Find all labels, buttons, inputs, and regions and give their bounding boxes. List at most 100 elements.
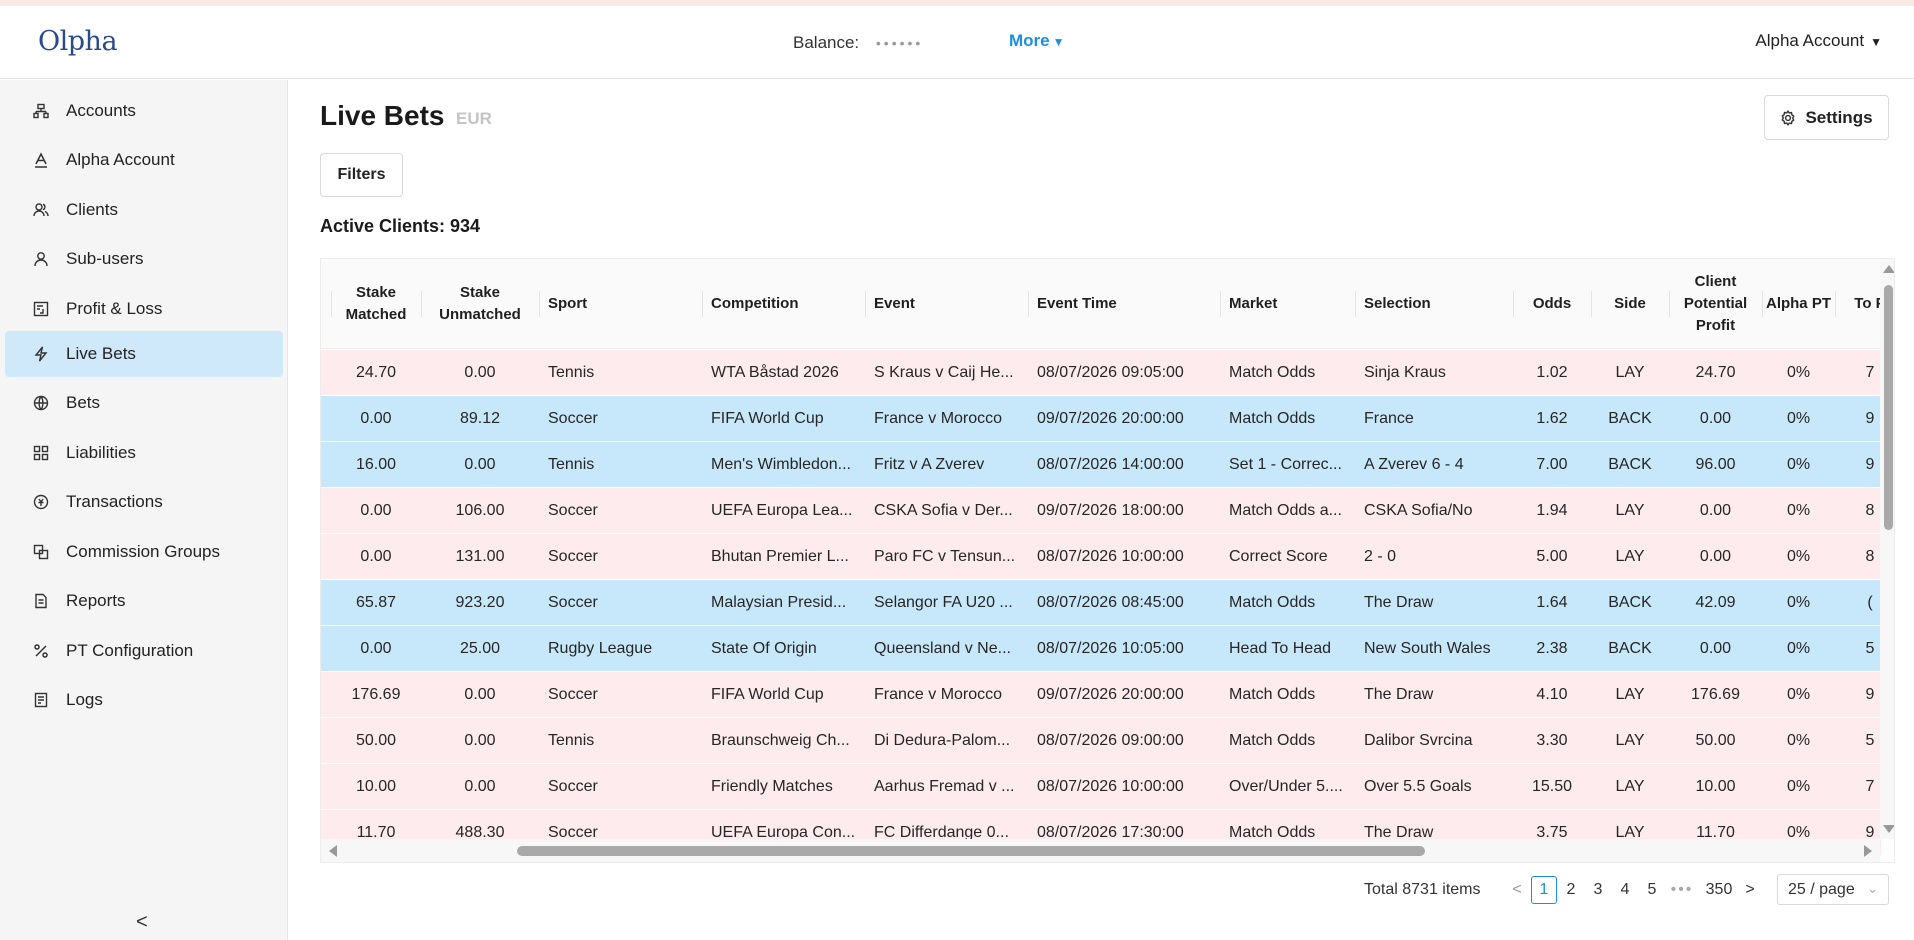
cell-total-pt: 5 (1865, 732, 1875, 749)
sidebar-item-label: PT Configuration (66, 641, 194, 660)
sidebar-item-label: Transactions (66, 492, 163, 511)
page-button[interactable]: 5 (1647, 881, 1657, 898)
page-button[interactable]: 1 (1531, 876, 1557, 904)
horizontal-scroll-thumb[interactable] (517, 846, 1425, 856)
table-row[interactable]: 0.00 89.12 Soccer FIFA World Cup France v Mo… (321, 396, 1881, 442)
balance-hidden-value[interactable]: •••••• (875, 35, 924, 51)
cell-stake-matched: 50.00 (355, 732, 397, 749)
column-separator (331, 291, 332, 317)
sidebar-item-profit-loss[interactable]: Profit & Loss (5, 286, 283, 332)
pagination: Total 8731 items < 1 2 3 4 5 ••• 350 > 2… (289, 874, 1914, 906)
column-header-label: Sport (548, 295, 588, 312)
alpha-icon (31, 150, 51, 170)
cell-side: BACK (1608, 594, 1652, 611)
cell-odds: 1.02 (1536, 364, 1568, 381)
cell-event-time: 08/07/2026 09:05:00 (1037, 364, 1184, 381)
horizontal-scrollbar[interactable] (321, 839, 1880, 862)
logo[interactable]: Olpha (38, 26, 118, 57)
column-header-selection[interactable]: Selection (1355, 259, 1513, 349)
table-row[interactable]: 65.87 923.20 Soccer Malaysian Presid... Sela… (321, 580, 1881, 626)
sidebar-item-liabilities[interactable]: Liabilities (5, 430, 283, 476)
column-header-label: Selection (1364, 295, 1431, 312)
sidebar-item-accounts[interactable]: Accounts (5, 88, 283, 134)
sidebar-item-transactions[interactable]: Transactions (5, 479, 283, 525)
scroll-down-arrow-icon[interactable] (1883, 825, 1894, 833)
pagination-ellipsis[interactable]: ••• (1670, 881, 1694, 898)
sidebar-item-sub-users[interactable]: Sub-users (5, 236, 283, 282)
table-row[interactable]: 0.00 131.00 Soccer Bhutan Premier L... Paro … (321, 534, 1881, 580)
sidebar-item-bets[interactable]: Bets (5, 380, 283, 426)
column-separator (421, 291, 422, 317)
cell-odds: 1.64 (1536, 594, 1568, 611)
column-header-stake-unmatched[interactable]: Stake Unmatched (421, 259, 539, 349)
table-row[interactable]: 10.00 0.00 Soccer Friendly Matches Aarhus Fr… (321, 764, 1881, 810)
cell-alpha-pt: 0% (1786, 686, 1811, 703)
cell-selection: CSKA Sofia/No (1364, 502, 1473, 519)
cell-event-time: 09/07/2026 20:00:00 (1037, 686, 1184, 703)
scroll-right-arrow-icon[interactable] (1864, 845, 1872, 857)
sidebar-item-logs[interactable]: Logs (5, 677, 283, 723)
column-separator (1762, 291, 1763, 317)
cell-sport: Soccer (548, 502, 598, 519)
sidebar-item-live-bets[interactable]: Live Bets (5, 331, 283, 377)
page-button[interactable]: 4 (1620, 881, 1630, 898)
vertical-scrollbar[interactable] (1880, 259, 1894, 839)
sidebar-item-clients[interactable]: Clients (5, 187, 283, 233)
column-header-alpha-pt[interactable]: Alpha PT (1762, 259, 1835, 349)
total-items: Total 8731 items (1364, 881, 1481, 898)
column-header-event[interactable]: Event (865, 259, 1028, 349)
table-row[interactable]: 16.00 0.00 Tennis Men's Wimbledon... Fritz v… (321, 442, 1881, 488)
table-row[interactable]: 24.70 0.00 Tennis WTA Båstad 2026 S Kraus v … (321, 350, 1881, 396)
table-row[interactable]: 50.00 0.00 Tennis Braunschweig Ch... Di Dedu… (321, 718, 1881, 764)
sidebar-item-label: Bets (66, 393, 101, 412)
cell-stake-unmatched: 0.00 (464, 364, 496, 381)
vertical-scroll-thumb[interactable] (1884, 285, 1893, 530)
cell-market: Match Odds (1229, 594, 1316, 611)
column-header-odds[interactable]: Odds (1513, 259, 1591, 349)
sidebar-item-pt-configuration[interactable]: PT Configuration (5, 628, 283, 674)
cell-total-pt: 8 (1865, 502, 1875, 519)
cell-stake-matched: 176.69 (351, 686, 401, 703)
filters-button[interactable]: Filters (320, 153, 403, 197)
cell-selection: The Draw (1364, 824, 1434, 841)
active-clients-count: Active Clients: 934 (320, 216, 481, 236)
cell-event-time: 08/07/2026 14:00:00 (1037, 456, 1184, 473)
column-header-stake-matched[interactable]: Stake Matched (331, 259, 421, 349)
cell-side: LAY (1615, 548, 1645, 565)
column-header-event-time[interactable]: Event Time (1028, 259, 1220, 349)
column-header-client-potential-profit[interactable]: Client Potential Profit (1669, 259, 1762, 349)
column-header-market[interactable]: Market (1220, 259, 1355, 349)
column-header-sport[interactable]: Sport (539, 259, 702, 349)
cell-stake-unmatched: 106.00 (455, 502, 505, 519)
page-size-select[interactable]: 25 / page ⌄ (1777, 874, 1889, 905)
table-row[interactable]: 0.00 106.00 Soccer UEFA Europa Lea... CSKA S… (321, 488, 1881, 534)
table-row[interactable]: 176.69 0.00 Soccer FIFA World Cup France v M… (321, 672, 1881, 718)
cell-odds: 2.38 (1536, 640, 1568, 657)
table-row[interactable]: 0.00 25.00 Rugby League State Of Origin Quee… (321, 626, 1881, 672)
scroll-up-arrow-icon[interactable] (1883, 265, 1894, 273)
column-header-total-pt[interactable]: To P (1835, 259, 1894, 349)
cell-stake-unmatched: 131.00 (455, 548, 505, 565)
settings-button[interactable]: Settings (1764, 95, 1889, 140)
column-header-side[interactable]: Side (1591, 259, 1669, 349)
scroll-left-arrow-icon[interactable] (329, 845, 337, 857)
page-button[interactable]: 2 (1566, 881, 1576, 898)
column-header-label: Stake Matched (345, 284, 407, 323)
cell-total-pt: 9 (1865, 824, 1875, 841)
cell-alpha-pt: 0% (1786, 456, 1811, 473)
more-menu[interactable]: More ▼ (1009, 31, 1065, 51)
sidebar-item-label: Accounts (66, 101, 136, 120)
cell-client-potential-profit: 10.00 (1695, 778, 1736, 795)
sidebar-item-alpha-account[interactable]: Alpha Account (5, 137, 283, 183)
cell-odds: 3.30 (1536, 732, 1568, 749)
document-icon (31, 591, 51, 611)
sidebar-item-reports[interactable]: Reports (5, 578, 283, 624)
page-button[interactable]: 350 (1705, 881, 1733, 898)
prev-page-button[interactable]: < (1512, 881, 1522, 898)
column-header-competition[interactable]: Competition (702, 259, 865, 349)
next-page-button[interactable]: > (1745, 881, 1755, 898)
page-button[interactable]: 3 (1593, 881, 1603, 898)
collapse-sidebar-button[interactable]: < (136, 911, 148, 933)
account-menu[interactable]: Alpha Account ▼ (1755, 31, 1882, 51)
sidebar-item-commission-groups[interactable]: Commission Groups (5, 529, 283, 575)
